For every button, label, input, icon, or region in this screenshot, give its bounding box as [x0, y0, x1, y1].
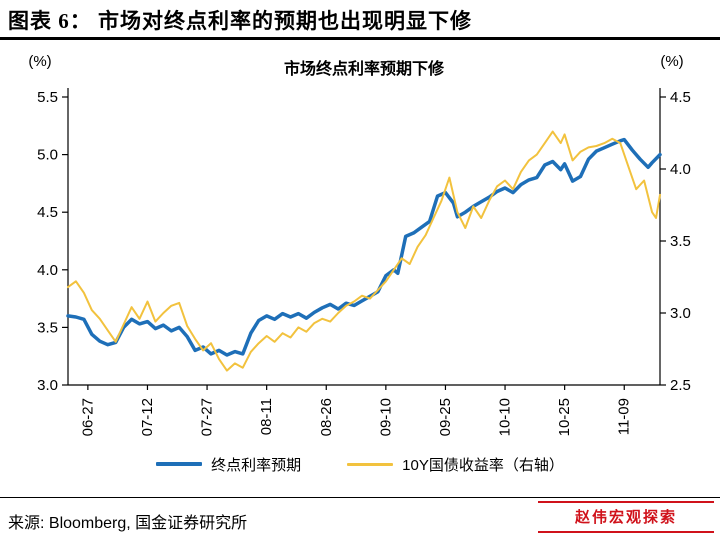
right-axis-tick-label: 3.0: [670, 305, 691, 322]
left-axis-tick-label: 3.5: [37, 319, 58, 336]
left-axis-tick-label: 3.0: [37, 377, 58, 394]
chart-area: 市场终点利率预期下修 (%) (%) 3.0 3.5 4.0 4.5 5.0 5.5 2.5 3.0…: [0, 40, 720, 450]
figure-footer: 来源: Bloomberg, 国金证券研究所 赵伟宏观探索: [0, 497, 720, 536]
x-axis-tick-label: 11-09: [616, 398, 633, 435]
legend-swatch-blue-line: [156, 462, 203, 466]
legend-item-10y-yield: 10Y国债收益率（右轴）: [347, 454, 564, 475]
chart-title: 市场终点利率预期下修: [284, 59, 445, 78]
x-axis-tick-label: 08-11: [258, 398, 275, 435]
right-axis-tick-label: 3.5: [670, 233, 691, 250]
x-axis-tick-label: 07-12: [139, 398, 156, 436]
chart-legend: 终点利率预期 10Y国债收益率（右轴）: [0, 450, 720, 478]
left-axis-tick-label: 5.5: [37, 89, 58, 106]
x-axis-tick-label: 06-27: [79, 398, 96, 436]
stamp-box: 赵伟宏观探索: [538, 501, 714, 533]
series-line-10y-yield: [67, 130, 661, 372]
left-axis-tick-label: 4.0: [37, 262, 58, 279]
x-axis-tick-label: 10-10: [497, 398, 514, 436]
left-axis-unit: (%): [28, 53, 51, 70]
series-line-terminal-rate: [66, 137, 662, 357]
left-axis-tick-label: 5.0: [37, 147, 58, 164]
right-axis-tick-label: 2.5: [670, 377, 691, 394]
left-axis-tick-label: 4.5: [37, 204, 58, 221]
legend-label-terminal-rate: 终点利率预期: [211, 456, 302, 474]
x-axis-tick-label: 09-10: [377, 398, 394, 436]
legend-label-10y-yield: 10Y国债收益率（右轴）: [402, 456, 564, 474]
figure-header: 图表 6： 市场对终点利率的预期也出现明显下修: [0, 0, 720, 40]
x-axis-tick-label: 10-25: [556, 398, 573, 436]
stamp-text: 赵伟宏观探索: [574, 509, 677, 526]
x-axis-tick-label: 08-26: [318, 398, 335, 436]
x-axis-tick-label: 07-27: [199, 398, 216, 436]
right-axis-unit: (%): [660, 53, 683, 70]
legend-item-terminal-rate: 终点利率预期: [156, 454, 301, 475]
chart-canvas: 市场终点利率预期下修 (%) (%) 3.0 3.5 4.0 4.5 5.0 5.5 2.5 3.0…: [28, 53, 691, 436]
right-axis-tick-label: 4.0: [670, 161, 691, 178]
source-text: 来源: Bloomberg, 国金证券研究所: [8, 515, 248, 532]
figure-title: 图表 6： 市场对终点利率的预期也出现明显下修: [8, 9, 472, 33]
x-axis-tick-label: 09-25: [437, 398, 454, 436]
legend-swatch-yellow-line: [347, 462, 394, 466]
right-axis-tick-label: 4.5: [670, 89, 691, 106]
